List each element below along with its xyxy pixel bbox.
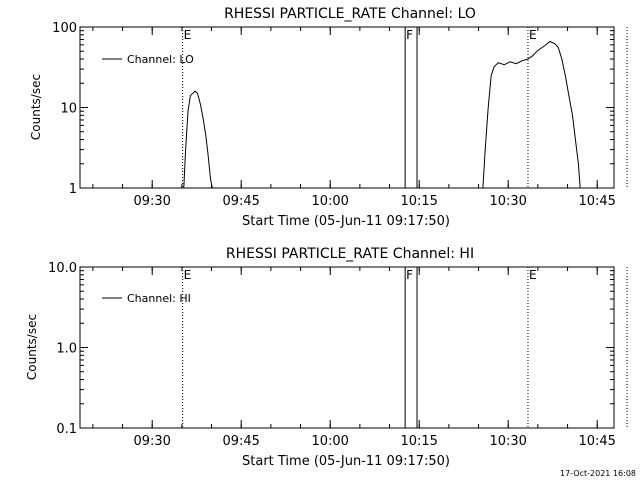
x-tick-label: 10:00: [311, 434, 348, 449]
series-line: [482, 40, 581, 189]
x-tick-label: 09:45: [222, 194, 259, 209]
chart-title: RHESSI PARTICLE_RATE Channel: LO: [224, 6, 476, 22]
y-axis-label: Counts/sec: [29, 74, 43, 140]
y-tick-label: 10.0: [48, 261, 77, 276]
event-marker-label: F: [406, 28, 413, 42]
legend-label: Channel: HI: [127, 292, 191, 305]
x-tick-label: 09:30: [133, 434, 170, 449]
y-tick-label: 100: [52, 21, 77, 36]
event-marker-label: E: [184, 28, 192, 42]
x-tick-label: 10:45: [578, 434, 615, 449]
x-tick-label: 09:45: [222, 434, 259, 449]
y-tick-label: 1: [69, 182, 77, 197]
panel-lo: RHESSI PARTICLE_RATE Channel: LO Start T…: [29, 6, 628, 229]
panel-hi: RHESSI PARTICLE_RATE Channel: HI Start T…: [25, 246, 628, 469]
x-axis-label: Start Time (05-Jun-11 09:17:50): [242, 454, 450, 469]
y-tick-label: 10: [60, 102, 77, 117]
x-tick-label: 10:30: [489, 434, 526, 449]
event-marker-label: F: [406, 268, 413, 282]
series-line: [183, 90, 213, 189]
footer-timestamp: 17-Oct-2021 16:08: [560, 469, 636, 478]
x-axis-label: Start Time (05-Jun-11 09:17:50): [242, 214, 450, 229]
x-tick-label: 10:30: [489, 194, 526, 209]
y-axis-label: Counts/sec: [25, 314, 39, 380]
x-tick-label: 10:00: [311, 194, 348, 209]
plot-frame: [79, 26, 615, 189]
chart-title: RHESSI PARTICLE_RATE Channel: HI: [226, 246, 474, 262]
event-marker-label: E: [529, 268, 537, 282]
x-tick-label: 09:30: [133, 194, 170, 209]
event-marker-label: E: [184, 268, 192, 282]
y-tick-label: 1.0: [56, 342, 77, 357]
y-tick-label: 0.1: [56, 422, 77, 437]
x-tick-label: 10:15: [400, 194, 437, 209]
event-marker-label: E: [529, 28, 537, 42]
x-tick-label: 10:15: [400, 434, 437, 449]
legend-label: Channel: LO: [127, 53, 194, 66]
x-tick-label: 10:45: [578, 194, 615, 209]
